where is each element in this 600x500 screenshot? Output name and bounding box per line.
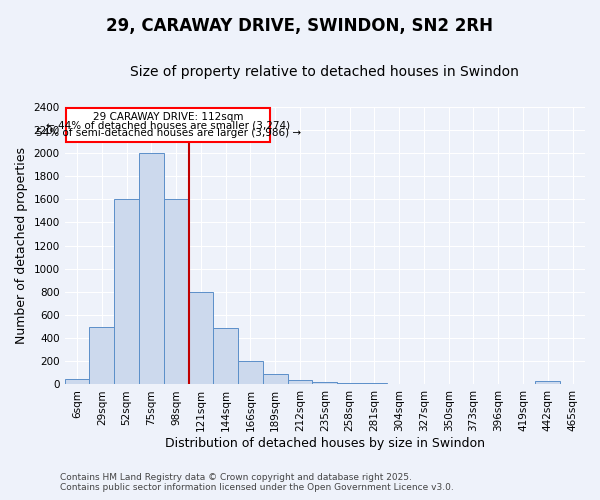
Bar: [214, 328, 238, 384]
Bar: [114, 199, 139, 384]
Bar: [263, 374, 287, 384]
Text: ← 44% of detached houses are smaller (3,274): ← 44% of detached houses are smaller (3,…: [46, 120, 290, 130]
Text: Contains HM Land Registry data © Crown copyright and database right 2025.
Contai: Contains HM Land Registry data © Crown c…: [60, 473, 454, 492]
Bar: [188, 292, 214, 384]
Bar: [337, 382, 362, 384]
Bar: [139, 153, 164, 384]
Text: 29 CARAWAY DRIVE: 112sqm: 29 CARAWAY DRIVE: 112sqm: [93, 112, 244, 122]
X-axis label: Distribution of detached houses by size in Swindon: Distribution of detached houses by size …: [165, 437, 485, 450]
Bar: [238, 362, 263, 384]
Bar: [164, 199, 188, 384]
Text: 54% of semi-detached houses are larger (3,986) →: 54% of semi-detached houses are larger (…: [35, 128, 301, 138]
Bar: [66, 108, 271, 142]
Title: Size of property relative to detached houses in Swindon: Size of property relative to detached ho…: [130, 65, 519, 79]
Bar: [287, 380, 313, 384]
Y-axis label: Number of detached properties: Number of detached properties: [15, 147, 28, 344]
Text: 29, CARAWAY DRIVE, SWINDON, SN2 2RH: 29, CARAWAY DRIVE, SWINDON, SN2 2RH: [107, 18, 493, 36]
Bar: [535, 381, 560, 384]
Bar: [89, 326, 114, 384]
Bar: [65, 378, 89, 384]
Bar: [313, 382, 337, 384]
